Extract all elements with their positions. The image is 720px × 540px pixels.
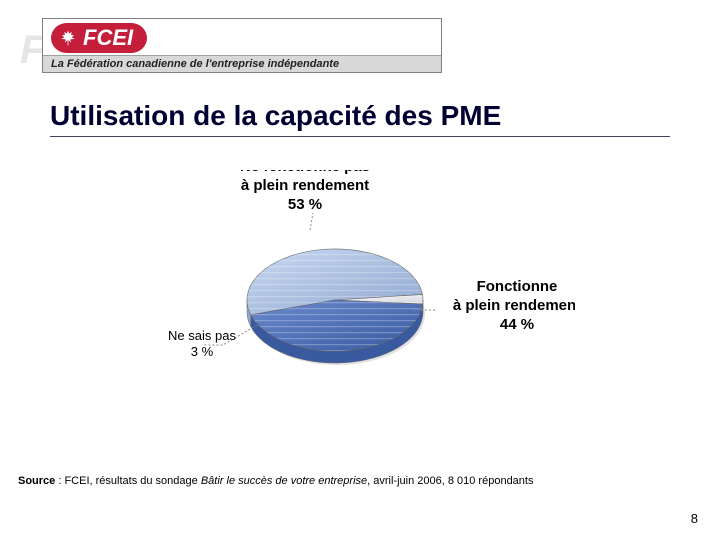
page-title: Utilisation de la capacité des PME [50,100,670,137]
badge-text: FCEI [83,25,133,51]
logo-subtitle: La Fédération canadienne de l'entreprise… [43,55,441,72]
pie-chart: Ne fonctionne pasà plein rendement53 % Fo… [145,170,575,450]
pie-svg: Ne fonctionne pasà plein rendement53 % Fo… [145,170,575,450]
source-text-a: : FCEI, résultats du sondage [55,475,201,487]
source-citation: Source : FCEI, résultats du sondage Bâti… [18,475,533,487]
fcei-badge: FCEI [51,23,147,53]
maple-leaf-icon [59,29,77,47]
slice-label-full: Fonctionneà plein rendement44 % [432,278,575,334]
source-label: Source [18,475,55,487]
slice-label-not_full: Ne fonctionne pasà plein rendement53 % [220,170,390,214]
source-italic: Bâtir le succès de votre entreprise [201,475,367,487]
slide-number: 8 [691,511,698,526]
source-text-b: , avril-juin 2006, 8 010 répondants [367,475,533,487]
slice-label-dont_know: Ne sais pas3 % [145,328,287,361]
logo-box: FCEI La Fédération canadienne de l'entre… [42,18,442,73]
